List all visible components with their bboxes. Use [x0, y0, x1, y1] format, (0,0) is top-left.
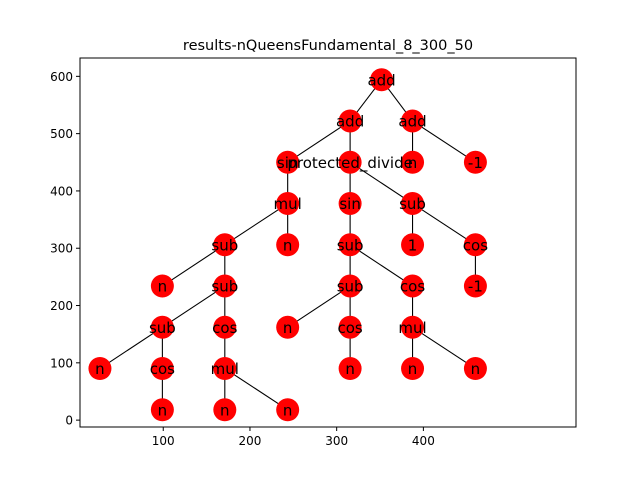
tree-node [338, 315, 362, 339]
tree-node [401, 150, 425, 174]
tree-node [401, 192, 425, 216]
tree-node [338, 233, 362, 257]
tree-node [276, 233, 300, 257]
tree-node [401, 233, 425, 257]
node-label: mul [211, 360, 239, 378]
node-label: n [283, 319, 293, 337]
node-label: cos [337, 319, 362, 337]
tree-node [150, 274, 174, 298]
node-label: protected_divide [287, 154, 413, 173]
tree-edge [349, 161, 413, 204]
plot-frame [79, 57, 577, 428]
y-tick-label: 0 [65, 414, 73, 428]
tree-node [213, 315, 237, 339]
node-label: sin [339, 195, 361, 213]
tree-edge [224, 368, 288, 411]
tree-node [276, 315, 300, 339]
node-label: n [471, 360, 481, 378]
node-label: sin [277, 154, 299, 172]
y-tick-label: 500 [50, 127, 73, 141]
tree-edge [349, 244, 413, 287]
tree-node [213, 357, 237, 381]
tree-node [276, 150, 300, 174]
node-label: n [283, 236, 293, 254]
node-label: cos [400, 278, 425, 296]
node-label: n [220, 401, 230, 419]
tree-node [88, 357, 112, 381]
tree-edge [224, 203, 288, 246]
node-label: -1 [468, 154, 483, 172]
node-label: cos [150, 360, 175, 378]
x-tick-label: 100 [152, 434, 175, 448]
node-label: mul [398, 319, 426, 337]
nodes-layer [88, 68, 487, 422]
tree-node [150, 357, 174, 381]
node-label: sub [399, 195, 426, 213]
node-label: sub [337, 236, 364, 254]
tree-node [463, 357, 487, 381]
y-tick-label: 300 [50, 242, 73, 256]
tree-node [463, 150, 487, 174]
tree-edge [412, 120, 476, 163]
node-label: n [408, 360, 418, 378]
tree-edge [162, 244, 226, 287]
y-tick-label: 400 [50, 184, 73, 198]
tree-edge [287, 285, 351, 328]
chart-title: results-nQueensFundamental_8_300_50 [183, 38, 473, 54]
node-label: sub [211, 278, 238, 296]
tree-node [370, 68, 394, 92]
tree-node [150, 398, 174, 422]
node-label: sub [337, 278, 364, 296]
tree-edge [99, 326, 163, 370]
node-label: cos [463, 236, 488, 254]
tree-node [401, 315, 425, 339]
x-tick-label: 400 [412, 434, 435, 448]
y-tick-label: 600 [50, 70, 73, 84]
tree-node [338, 357, 362, 381]
axes-layer: 100 200 300 400 0 100 200 300 400 500 600 [50, 57, 577, 448]
x-tick-label: 300 [325, 434, 348, 448]
tree-node [463, 274, 487, 298]
x-tick-label: 200 [239, 434, 262, 448]
tree-edge [287, 120, 351, 163]
tree-node [213, 398, 237, 422]
tree-node [401, 274, 425, 298]
node-label: n [283, 401, 293, 419]
tree-node [276, 192, 300, 216]
tree-node [401, 109, 425, 133]
tree-node [463, 233, 487, 257]
node-label: mul [274, 195, 302, 213]
node-label: n [408, 154, 418, 172]
y-tick-label: 100 [50, 356, 73, 370]
node-label: sub [211, 236, 238, 254]
node-label: n [158, 401, 168, 419]
node-label: add [367, 71, 395, 89]
node-label: n [158, 278, 168, 296]
tree-node [213, 274, 237, 298]
tree-node [338, 109, 362, 133]
node-label: n [345, 360, 355, 378]
node-label: n [95, 360, 105, 378]
tree-node [213, 233, 237, 257]
tree-edge [412, 326, 476, 370]
tree-edge [412, 203, 476, 246]
tree-edge [162, 285, 226, 328]
tree-node [338, 274, 362, 298]
tree-node [401, 357, 425, 381]
y-tick-label: 200 [50, 299, 73, 313]
node-label: cos [212, 319, 237, 337]
tree-node [276, 398, 300, 422]
node-label: 1 [408, 236, 418, 254]
node-label: add [336, 113, 364, 131]
tree-node [150, 315, 174, 339]
tree-node [338, 192, 362, 216]
node-label: add [398, 113, 426, 131]
tree-node [338, 150, 362, 174]
node-label: sub [149, 319, 176, 337]
node-label: -1 [468, 278, 483, 296]
